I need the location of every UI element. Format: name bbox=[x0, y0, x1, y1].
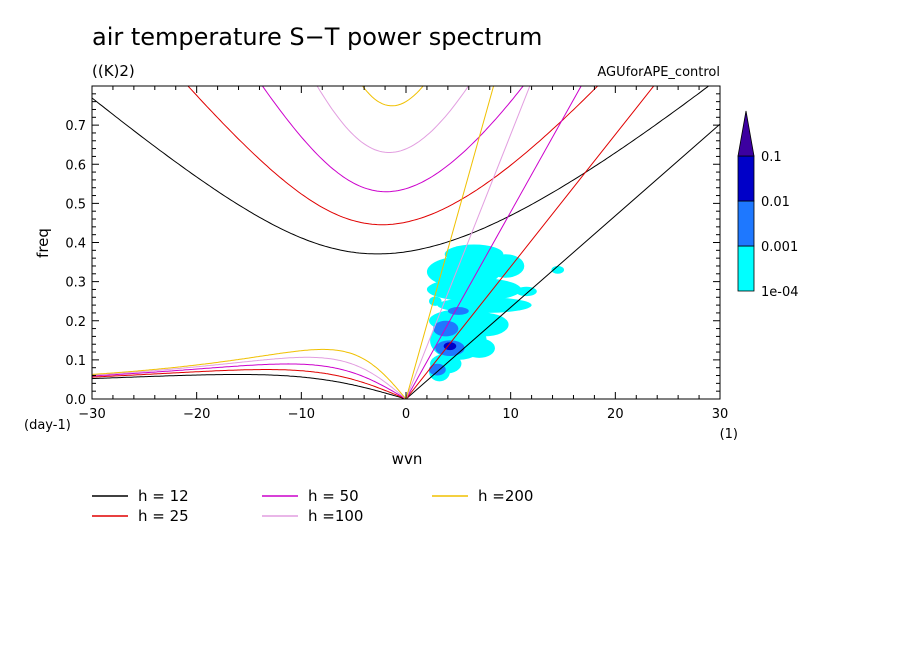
kelvin-curve bbox=[405, 86, 531, 399]
power-contours bbox=[426, 244, 565, 382]
gravity-wave-curve bbox=[92, 86, 710, 255]
dataset-label: AGUforAPE_control bbox=[597, 65, 720, 80]
x-axis-label: wvn bbox=[392, 450, 423, 468]
legend-label: h = 12 bbox=[138, 487, 189, 505]
y-tick-label: 0.4 bbox=[65, 237, 86, 252]
colorbar-label: 0.01 bbox=[761, 195, 790, 210]
legend: h = 12 h = 25 h = 50 h =100 h =200 bbox=[92, 487, 533, 525]
x-tick-label: 0 bbox=[402, 407, 410, 422]
colorbar-label: 0.001 bbox=[761, 240, 798, 255]
dispersion-curves bbox=[92, 86, 720, 399]
y-tick-label: 0.2 bbox=[65, 315, 86, 330]
y-tick-label: 0.7 bbox=[65, 119, 86, 134]
x-tick-label: −10 bbox=[288, 407, 315, 422]
contour-region bbox=[447, 307, 469, 315]
rossby-curve bbox=[92, 369, 407, 399]
contour-region bbox=[515, 286, 537, 297]
legend-label: h = 25 bbox=[138, 507, 189, 525]
colorbar-extend bbox=[737, 110, 755, 157]
rossby-curve bbox=[92, 348, 407, 399]
colorbar-box bbox=[737, 200, 755, 247]
x-tick-label: −30 bbox=[78, 407, 105, 422]
gravity-wave-curve bbox=[316, 86, 470, 153]
colorbar: 0.1 0.01 0.001 1e-04 bbox=[737, 110, 799, 300]
contour-region bbox=[486, 254, 525, 278]
y-axis: 0.0 0.1 0.2 0.3 0.4 0.5 0.6 0.7 bbox=[65, 85, 720, 408]
y-unit-label: (day-1) bbox=[24, 418, 71, 433]
contour-region bbox=[429, 296, 442, 306]
kelvin-curve bbox=[405, 86, 495, 399]
x-tick-label: 10 bbox=[502, 407, 519, 422]
y-axis-label: freq bbox=[34, 228, 52, 258]
rossby-curve bbox=[92, 363, 407, 399]
contour-region bbox=[551, 265, 565, 274]
chart-units: ((K)2) bbox=[92, 62, 135, 80]
y-tick-label: 0.6 bbox=[65, 158, 86, 173]
y-tick-label: 0.3 bbox=[65, 276, 86, 291]
kelvin-curve bbox=[405, 86, 582, 399]
x-unit-label: (1) bbox=[720, 427, 738, 442]
gravity-wave-curve bbox=[261, 86, 524, 193]
y-tick-label: 0.0 bbox=[65, 393, 86, 408]
kelvin-curve bbox=[405, 123, 720, 399]
x-tick-label: 30 bbox=[712, 407, 729, 422]
gravity-wave-curve bbox=[187, 86, 599, 226]
x-tick-label: 20 bbox=[607, 407, 624, 422]
contour-region bbox=[463, 338, 495, 358]
y-tick-label: 0.5 bbox=[65, 197, 86, 212]
colorbar-label: 0.1 bbox=[761, 150, 782, 165]
kelvin-curve bbox=[405, 86, 655, 399]
colorbar-label: 1e-04 bbox=[761, 285, 799, 300]
rossby-curve bbox=[92, 374, 407, 399]
rossby-curve bbox=[92, 356, 407, 399]
legend-label: h = 50 bbox=[308, 487, 359, 505]
legend-label: h =100 bbox=[308, 507, 363, 525]
y-tick-label: 0.1 bbox=[65, 354, 86, 369]
gravity-wave-curve bbox=[361, 86, 424, 107]
contour-region bbox=[429, 363, 446, 376]
colorbar-box bbox=[737, 155, 755, 202]
x-tick-label: −20 bbox=[183, 407, 210, 422]
chart-title: air temperature S−T power spectrum bbox=[92, 23, 542, 51]
legend-label: h =200 bbox=[478, 487, 533, 505]
plot-frame bbox=[91, 85, 721, 400]
x-axis: −30 −20 −10 0 10 20 30 bbox=[78, 86, 728, 422]
colorbar-box bbox=[737, 245, 755, 292]
